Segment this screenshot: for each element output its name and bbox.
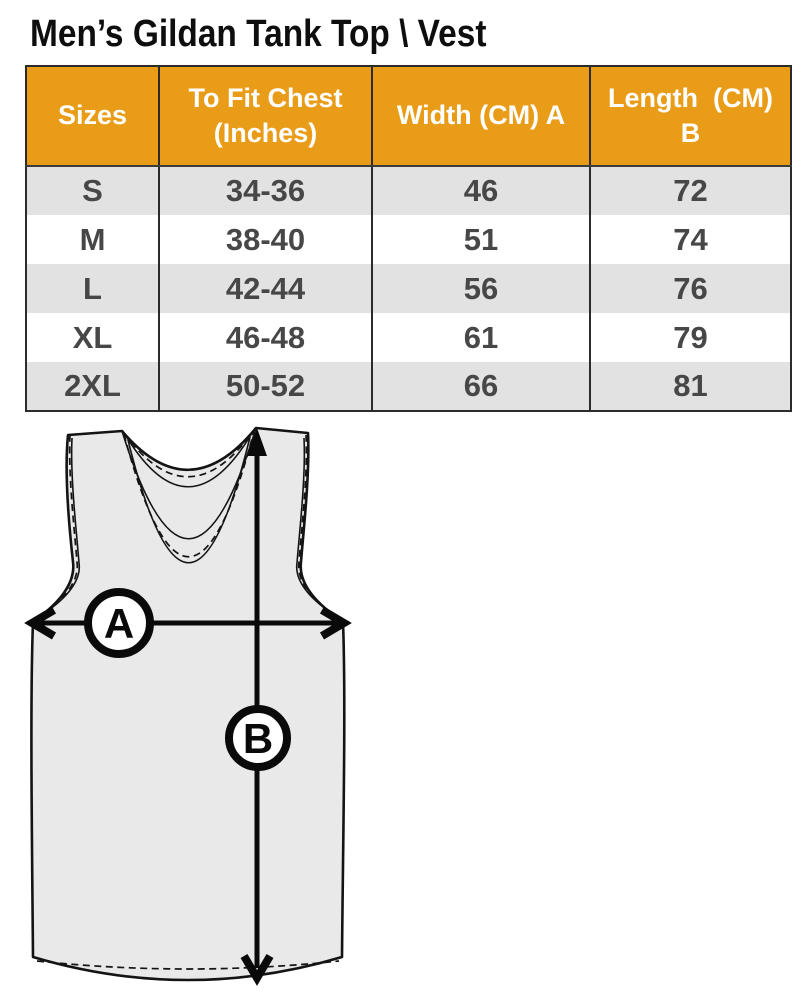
size-cell: 2XL	[64, 368, 121, 403]
hem-stitch	[36, 960, 340, 970]
chest-cell: 34-36	[158, 166, 372, 215]
header-chest: To Fit Chest (Inches)	[158, 66, 372, 167]
back-neck-stitch	[123, 429, 255, 478]
length-marker-circle	[225, 705, 291, 771]
header-width: Width (CM) A	[371, 66, 590, 167]
width-cell: 51	[371, 215, 590, 264]
length-cell: 74	[589, 215, 791, 264]
width-marker-circle	[84, 588, 154, 658]
left-armhole-inner-edge	[39, 437, 80, 617]
arrow-right-head	[319, 606, 352, 640]
size-cell: XL	[72, 319, 113, 355]
length-cell: 72	[589, 166, 791, 215]
width-cell: 46	[371, 166, 590, 215]
length-cell: 79	[589, 313, 791, 362]
table-row: S 34-36 46 72	[26, 166, 791, 215]
header-line1: To Fit Chest	[188, 82, 343, 113]
size-cell: S	[82, 173, 103, 208]
size-cell: L	[83, 270, 102, 306]
header-line2: (Inches)	[213, 118, 318, 148]
chest-cell: 46-48	[158, 313, 372, 362]
size-cell: M	[79, 221, 106, 257]
vest-body-outline	[30, 426, 346, 982]
header-line2: B	[680, 118, 701, 148]
width-marker-label: A	[104, 600, 134, 647]
header-length: Length (CM) B	[589, 66, 791, 167]
left-armhole-stitch	[35, 434, 78, 620]
front-neck-stitch	[123, 430, 255, 558]
length-marker: B	[225, 705, 291, 771]
header-line1: Length (CM)	[608, 82, 773, 113]
width-cell: 66	[371, 362, 590, 411]
length-marker-label: B	[243, 715, 273, 762]
table-row: M 38-40 51 74	[26, 215, 791, 264]
width-cell: 56	[371, 264, 590, 313]
width-marker: A	[84, 588, 154, 658]
header-sizes: Sizes	[26, 66, 159, 167]
length-cell: 76	[589, 264, 791, 313]
table-header-row: Sizes To Fit Chest (Inches) Width (CM) A…	[26, 66, 791, 167]
table-row: 2XL 50-52 66 81	[26, 362, 791, 411]
table-row: L 42-44 56 76	[26, 264, 791, 313]
table-row: XL 46-48 61 79	[26, 313, 791, 362]
chest-cell: 42-44	[158, 264, 372, 313]
arrow-left-head	[24, 606, 57, 640]
arrow-down-head	[240, 953, 274, 986]
length-arrow	[240, 428, 274, 986]
size-table: Sizes To Fit Chest (Inches) Width (CM) A…	[25, 65, 792, 412]
width-cell: 61	[371, 313, 590, 362]
header-line1: Width (CM) A	[396, 100, 566, 131]
header-line1: Sizes	[57, 100, 128, 131]
length-cell: 81	[589, 362, 791, 411]
front-neck-binding-edge	[127, 436, 251, 564]
right-armhole-inner-edge	[296, 437, 337, 617]
chest-cell: 38-40	[158, 215, 372, 264]
right-armhole-stitch	[298, 434, 341, 620]
vest-diagram: A B	[24, 426, 352, 986]
back-neck-inner-edge	[125, 432, 253, 488]
arrow-up-head	[247, 428, 267, 456]
page-title: Men’s Gildan Tank Top \ Vest	[30, 13, 487, 55]
chest-cell: 50-52	[158, 362, 372, 411]
